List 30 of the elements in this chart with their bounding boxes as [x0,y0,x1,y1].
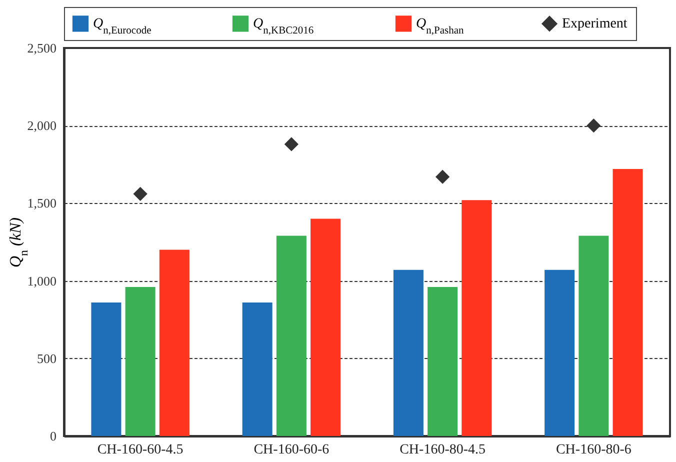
x-tick-label: CH-160-80-6 [556,442,632,458]
bar [428,287,458,436]
bar [393,270,424,436]
bar [276,236,306,436]
bar [242,302,272,436]
y-tick-label: 1,000 [27,273,56,288]
y-tick-label: 500 [37,350,56,366]
bar [159,250,190,436]
legend-label: Experiment [562,16,628,32]
bar [310,218,341,436]
bar [91,302,122,436]
x-tick-label: CH-160-80-4.5 [400,442,486,458]
y-tick-label: 2,000 [27,118,56,134]
legend-label: Q$_{n,KBC2016}$ [253,16,314,36]
bar [462,200,492,436]
bar [544,270,575,436]
x-tick-label: CH-160-60-4.5 [97,442,184,458]
legend-label: Q$_{n,Pashan}$ [416,16,464,36]
bar [612,169,643,436]
bar [125,287,156,436]
x-tick-label: CH-160-60-6 [254,442,330,458]
y-tick-label: 1,500 [27,196,56,211]
point [586,118,601,133]
y-tick-label: 2,500 [27,40,56,56]
point [435,170,450,184]
legend-label: Q$_{n,Eurocode}$ [93,16,152,36]
point [284,137,299,152]
point [133,186,148,201]
y-tick-label: 0 [50,428,56,444]
bar [578,236,609,436]
